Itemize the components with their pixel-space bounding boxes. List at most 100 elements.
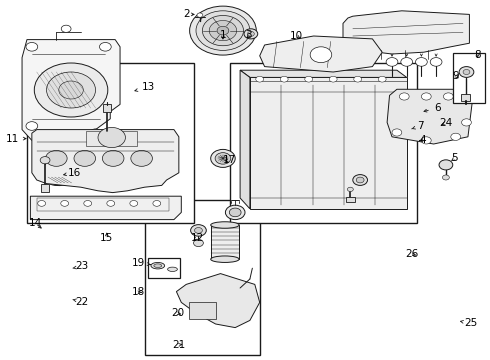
Ellipse shape (211, 256, 239, 262)
Circle shape (462, 119, 471, 126)
Ellipse shape (57, 157, 74, 163)
Text: 20: 20 (171, 308, 184, 318)
Text: 24: 24 (439, 118, 453, 128)
Ellipse shape (53, 154, 79, 166)
Ellipse shape (48, 174, 74, 186)
Circle shape (38, 201, 46, 206)
Circle shape (463, 69, 470, 75)
Circle shape (354, 76, 362, 82)
Text: 12: 12 (190, 233, 204, 243)
Text: 17: 17 (222, 155, 236, 165)
Circle shape (329, 76, 337, 82)
Polygon shape (260, 36, 382, 72)
Circle shape (430, 58, 442, 66)
Circle shape (26, 42, 38, 51)
Bar (37, 198, 169, 211)
Circle shape (47, 72, 96, 108)
Circle shape (196, 11, 250, 50)
Ellipse shape (168, 267, 177, 271)
Text: 13: 13 (135, 82, 155, 92)
Polygon shape (30, 196, 181, 220)
Circle shape (460, 94, 469, 101)
Text: 19: 19 (131, 258, 150, 268)
Circle shape (194, 239, 203, 247)
Circle shape (305, 76, 313, 82)
Circle shape (247, 31, 254, 36)
Circle shape (211, 149, 235, 167)
Circle shape (61, 25, 71, 32)
Circle shape (191, 225, 206, 236)
Circle shape (153, 201, 161, 206)
Text: 25: 25 (461, 318, 477, 328)
Bar (461, 94, 470, 101)
Polygon shape (240, 70, 407, 77)
Circle shape (280, 76, 288, 82)
Circle shape (195, 228, 202, 233)
Text: 16: 16 (64, 168, 81, 178)
Circle shape (421, 137, 431, 144)
Text: 6: 6 (424, 103, 441, 113)
Text: 7: 7 (412, 121, 424, 131)
Circle shape (229, 208, 241, 217)
Circle shape (46, 150, 67, 166)
Circle shape (256, 76, 264, 82)
Text: 14: 14 (28, 218, 42, 228)
Bar (453, 53, 485, 103)
Circle shape (34, 63, 108, 117)
Circle shape (197, 13, 203, 17)
Polygon shape (176, 274, 260, 328)
Circle shape (40, 157, 50, 164)
Polygon shape (387, 89, 473, 144)
Ellipse shape (52, 177, 71, 183)
Bar (27, 63, 194, 223)
Text: 5: 5 (451, 153, 458, 163)
Circle shape (130, 201, 138, 206)
Text: 15: 15 (100, 233, 114, 243)
Bar (148, 258, 180, 278)
Circle shape (244, 29, 258, 39)
Text: 3: 3 (245, 30, 252, 40)
Polygon shape (343, 11, 469, 54)
Polygon shape (240, 70, 250, 209)
Circle shape (61, 201, 69, 206)
Text: 11: 11 (5, 134, 26, 144)
Ellipse shape (211, 222, 239, 228)
Circle shape (399, 93, 409, 100)
Bar (41, 184, 49, 192)
Circle shape (131, 150, 152, 166)
Circle shape (386, 58, 398, 66)
Circle shape (202, 15, 244, 46)
Circle shape (209, 21, 237, 41)
Circle shape (217, 26, 229, 35)
Circle shape (459, 67, 474, 77)
Circle shape (107, 201, 115, 206)
Circle shape (443, 93, 453, 100)
Text: 23: 23 (73, 261, 89, 271)
Text: 8: 8 (474, 50, 481, 60)
Polygon shape (32, 130, 179, 193)
Bar (103, 104, 111, 112)
Text: 1: 1 (220, 30, 226, 40)
Circle shape (190, 6, 256, 55)
Bar (230, 63, 416, 223)
Circle shape (353, 175, 368, 185)
Circle shape (26, 122, 38, 130)
Circle shape (442, 175, 449, 180)
Text: 22: 22 (73, 297, 89, 307)
Circle shape (401, 58, 413, 66)
Bar (145, 200, 260, 355)
Polygon shape (22, 40, 120, 140)
Text: 21: 21 (172, 340, 186, 350)
Ellipse shape (151, 262, 165, 269)
Text: 9: 9 (452, 71, 459, 81)
Bar (189, 302, 216, 319)
Circle shape (99, 42, 111, 51)
Polygon shape (250, 77, 407, 209)
Circle shape (416, 58, 427, 66)
Text: 4: 4 (419, 135, 426, 145)
Bar (211, 225, 239, 259)
Circle shape (74, 150, 96, 166)
Circle shape (378, 76, 386, 82)
Text: 2: 2 (183, 9, 194, 19)
Circle shape (98, 127, 125, 148)
